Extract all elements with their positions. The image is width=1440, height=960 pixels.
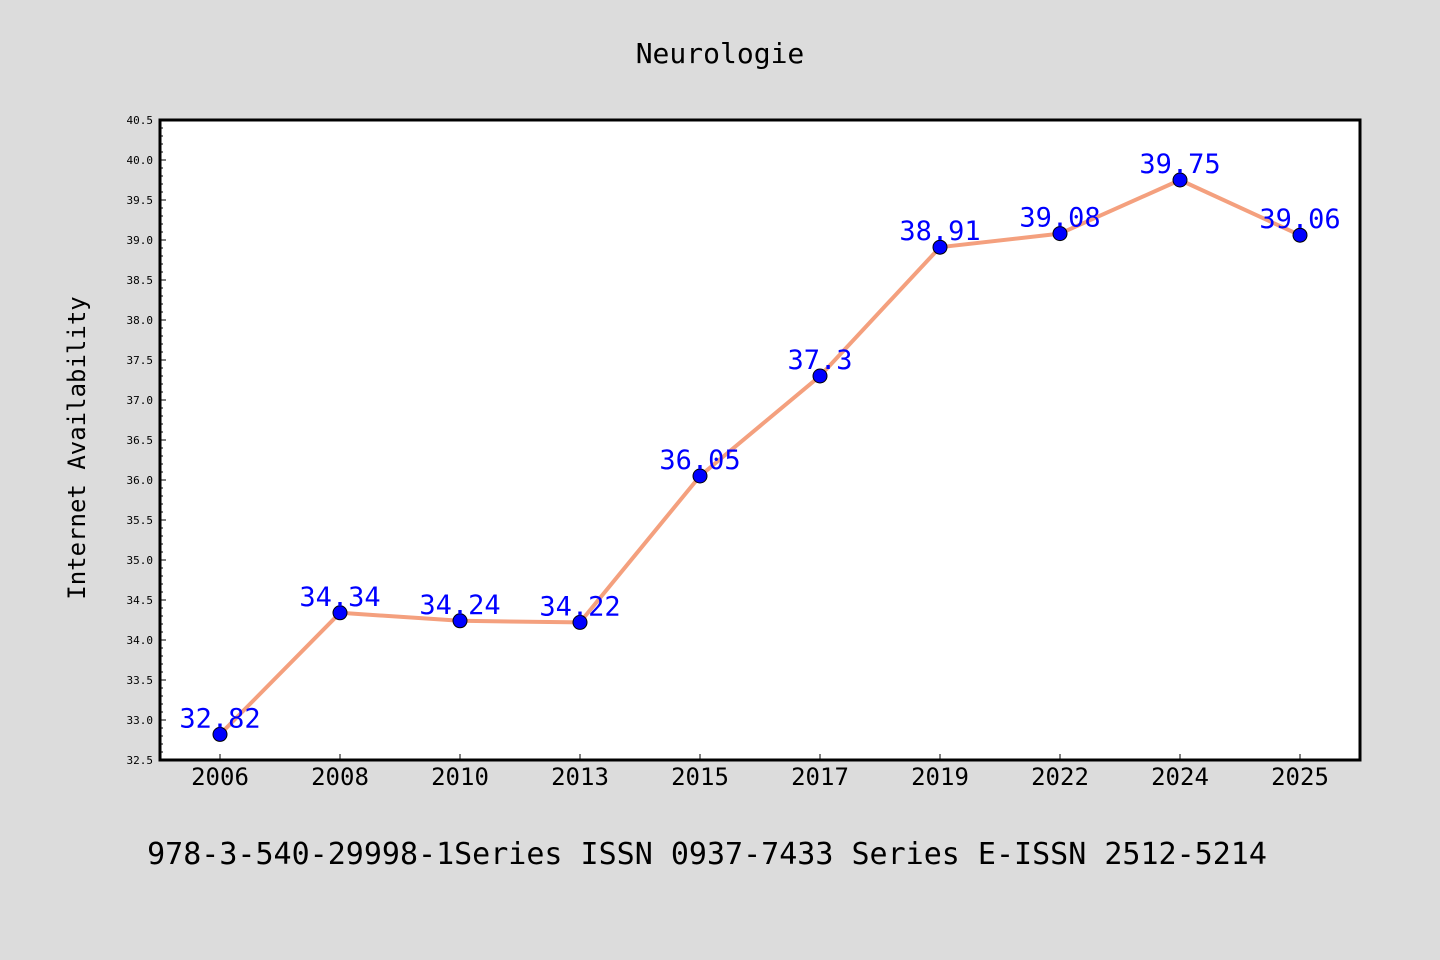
x-tick-label: 2025 xyxy=(1271,763,1329,791)
y-tick-label: 40.0 xyxy=(127,154,154,167)
data-point-marker xyxy=(332,605,348,621)
y-tick-label: 38.0 xyxy=(127,314,154,327)
y-tick-label: 37.5 xyxy=(127,354,154,367)
data-labels: 32.82 34.34 34.24 34.22 36.05 37.3 38.91 39.08 3… xyxy=(179,149,1340,734)
y-tick-label: 34.0 xyxy=(127,634,154,647)
data-label: 37.3 xyxy=(787,345,852,376)
y-tick-label: 33.5 xyxy=(127,674,154,687)
x-axis: 2006 2008 2010 2013 2015 2017 2019 2022 2024 2025 xyxy=(191,754,1329,791)
data-label: 34.24 xyxy=(419,590,500,621)
chart-caption: 978-3-540-29998-1Series ISSN 0937-7433 S… xyxy=(147,837,1267,872)
x-tick-label: 2022 xyxy=(1031,763,1089,791)
y-tick-label: 39.0 xyxy=(127,234,154,247)
data-point-marker xyxy=(1052,226,1068,242)
x-tick-label: 2010 xyxy=(431,763,489,791)
x-tick-label: 2019 xyxy=(911,763,969,791)
data-label: 34.22 xyxy=(539,591,620,622)
y-tick-label: 35.0 xyxy=(127,554,154,567)
data-label: 39.75 xyxy=(1139,149,1220,180)
series-line xyxy=(218,178,1302,737)
y-axis-label: Internet Availability xyxy=(63,296,91,599)
y-tick-label: 35.5 xyxy=(127,514,154,527)
y-tick-label: 34.5 xyxy=(127,594,154,607)
chart-title: Neurologie xyxy=(636,37,805,70)
x-tick-label: 2017 xyxy=(791,763,849,791)
y-tick-label: 36.0 xyxy=(127,474,154,487)
y-tick-label: 32.5 xyxy=(127,754,154,767)
x-tick-label: 2015 xyxy=(671,763,729,791)
data-label: 32.82 xyxy=(179,703,260,734)
data-point-marker xyxy=(932,239,948,255)
data-label: 36.05 xyxy=(659,445,740,476)
x-tick-label: 2013 xyxy=(551,763,609,791)
x-tick-label: 2008 xyxy=(311,763,369,791)
data-point-marker xyxy=(692,468,708,484)
y-tick-label: 38.5 xyxy=(127,274,154,287)
data-point-marker xyxy=(1292,227,1308,243)
data-point-marker xyxy=(572,614,588,630)
y-tick-label: 39.5 xyxy=(127,194,154,207)
series-layer xyxy=(212,172,1308,742)
y-axis: 32.5 33.0 33.5 34.0 34.5 35.0 35.5 36.0 36.5 37.0… xyxy=(127,114,166,767)
data-label: 39.06 xyxy=(1259,204,1340,235)
y-tick-label: 33.0 xyxy=(127,714,154,727)
y-tick-label: 36.5 xyxy=(127,434,154,447)
data-label: 34.34 xyxy=(299,582,380,613)
plot-area xyxy=(158,118,1362,762)
data-label: 38.91 xyxy=(899,216,980,247)
data-label: 39.08 xyxy=(1019,203,1100,234)
data-point-marker xyxy=(452,613,468,629)
data-point-marker xyxy=(812,368,828,384)
y-tick-label: 40.5 xyxy=(127,114,154,127)
y-tick-label: 37.0 xyxy=(127,394,154,407)
x-tick-label: 2006 xyxy=(191,763,249,791)
data-point-marker xyxy=(212,726,228,742)
data-point-marker xyxy=(1172,172,1188,188)
x-tick-label: 2024 xyxy=(1151,763,1209,791)
